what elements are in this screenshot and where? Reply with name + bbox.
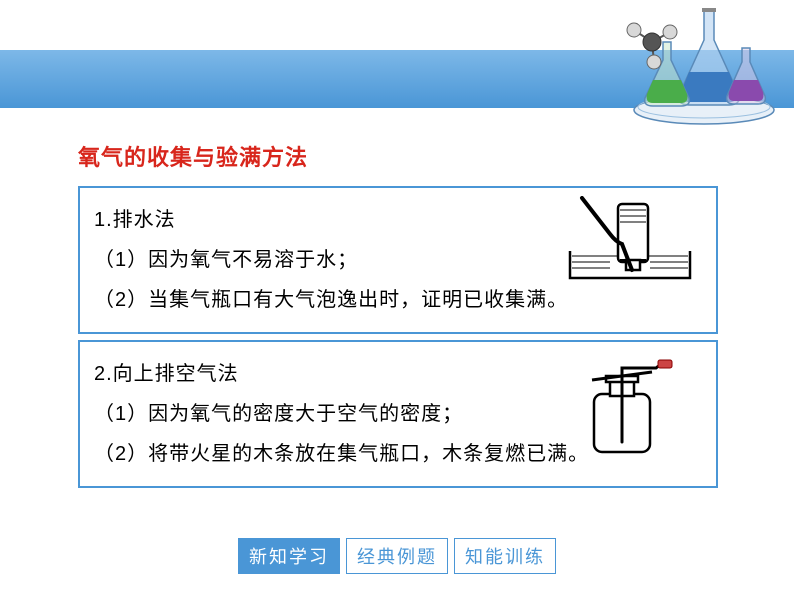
water-displacement-diagram (562, 196, 702, 286)
section-title: 氧气的收集与验满方法 (78, 140, 718, 172)
flask-decoration (604, 0, 784, 130)
tab-training[interactable]: 知能训练 (454, 538, 556, 574)
tab-new-knowledge[interactable]: 新知学习 (238, 538, 340, 574)
nav-tabs: 新知学习 经典例题 知能训练 (238, 538, 556, 574)
method-box-1: 1.排水法 （1）因为氧气不易溶于水； （2）当集气瓶口有大气泡逸出时，证明已收… (78, 186, 718, 334)
tab-examples[interactable]: 经典例题 (346, 538, 448, 574)
main-content: 氧气的收集与验满方法 (78, 140, 718, 494)
method-box-2: 2.向上排空气法 （1）因为氧气的密度大于空气的密度； （2）将带火星的木条放在… (78, 340, 718, 488)
upward-air-displacement-diagram (566, 350, 676, 460)
